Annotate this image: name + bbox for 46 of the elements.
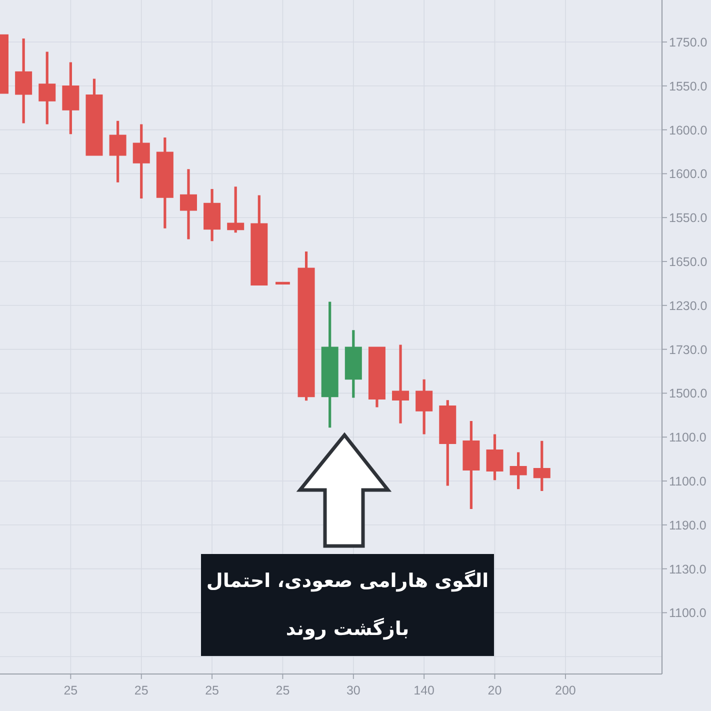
x-tick-label: 25: [64, 684, 78, 698]
candlestick: [298, 250, 315, 402]
candlestick: [156, 136, 174, 230]
x-tick-label: 200: [555, 684, 576, 698]
candlestick: [533, 440, 550, 492]
candlestick: [227, 185, 244, 234]
candlestick: [250, 194, 268, 286]
text: 1750.0: [669, 36, 708, 50]
text: 1100.0: [669, 430, 706, 445]
candlestick: [204, 188, 221, 242]
candlestick: [510, 450, 527, 490]
x-tick-label: 140: [414, 684, 435, 698]
candlestick: [462, 420, 480, 510]
text: الگوی هارامی صعودی، احتمال بازگشت روند: [206, 570, 489, 640]
candlestick: [392, 343, 410, 425]
candlestick: [344, 328, 362, 400]
candlestick: [274, 282, 292, 285]
x-tick-label: 25: [205, 684, 220, 698]
text: 1100.0: [669, 606, 706, 620]
candlestick: [180, 168, 197, 241]
x-tick-label: 25: [134, 684, 148, 698]
candlestick: [109, 120, 126, 184]
text: 1100.0: [669, 474, 706, 488]
text: 1600.0: [669, 167, 708, 182]
text: 1550.0: [669, 79, 708, 94]
text: 1230.0: [669, 298, 708, 313]
candlestick: [132, 122, 150, 200]
x-tick-label: 25: [276, 684, 290, 698]
candlestick: [368, 346, 386, 409]
text: 1600.0: [669, 123, 708, 138]
text: 1550.0: [669, 211, 708, 226]
text: 1190.0: [669, 518, 706, 532]
text: 1650.0: [669, 255, 708, 269]
x-tick-label: 20: [488, 684, 502, 698]
candlestick: [15, 37, 32, 125]
text: 1130.0: [669, 562, 706, 576]
x-tick-label: 30: [346, 684, 360, 698]
text: 1500.0: [669, 386, 708, 401]
candlestick: [62, 60, 80, 136]
candlestick: [86, 77, 103, 156]
candlestick: [38, 50, 56, 126]
candlestick: [416, 378, 433, 436]
candlestick: [321, 300, 338, 429]
candlestick: [486, 432, 504, 482]
text: 1730.0: [669, 342, 708, 357]
candlestick: [439, 398, 456, 488]
